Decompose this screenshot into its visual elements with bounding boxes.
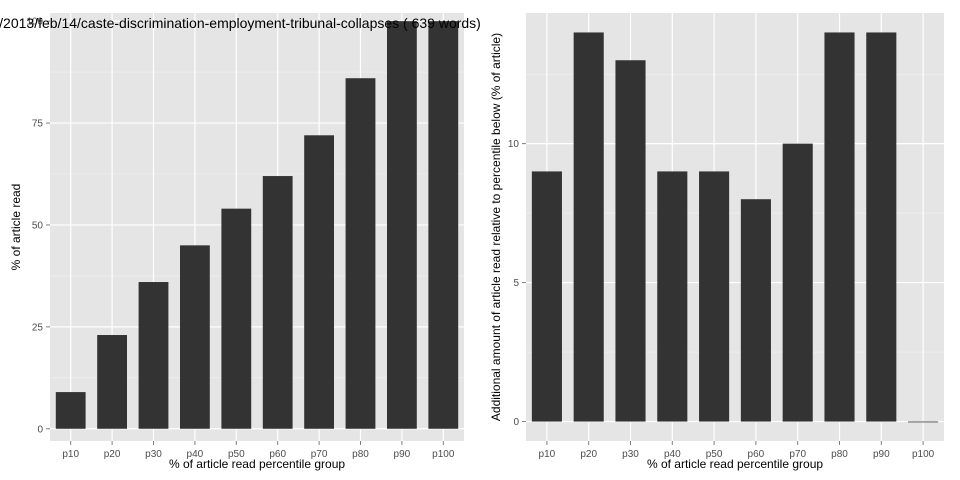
bar-p60 (262, 176, 293, 429)
y-tick-label: 0 (513, 417, 519, 428)
x-tick-label: p40 (187, 449, 204, 460)
bar-p80 (824, 32, 855, 422)
x-tick-label: p30 (145, 449, 162, 460)
x-tick-label: p10 (62, 449, 79, 460)
x-tick-label: p30 (622, 449, 639, 460)
x-tick-label: p60 (748, 449, 765, 460)
x-tick-label: p60 (269, 449, 286, 460)
right-y-axis-title: Additional amount of article read relati… (489, 33, 503, 421)
y-tick-label: 0 (37, 424, 43, 435)
x-tick-label: p90 (394, 449, 411, 460)
left-chart-title: /2013/feb/14/caste-discrimination-employ… (0, 15, 481, 31)
bar-p60 (740, 199, 771, 422)
bar-p70 (782, 143, 813, 422)
y-tick-label: 5 (513, 278, 519, 289)
bar-p50 (699, 171, 730, 422)
x-tick-label: p70 (789, 449, 806, 460)
x-tick-label: p90 (873, 449, 890, 460)
right-x-tick-labels: p10 p20 p30 p40 p50 p60 p70 p80 p90 p100 (539, 441, 935, 460)
bar-p90 (386, 21, 417, 429)
bar-p30 (138, 282, 169, 429)
left-x-tick-labels: p10 p20 p30 p40 p50 p60 p70 p80 p90 p100 (62, 441, 455, 460)
bar-p30 (615, 60, 646, 422)
left-x-axis-title: % of article read percentile group (169, 457, 345, 471)
bar-p20 (97, 335, 128, 429)
y-tick-label: 75 (32, 119, 44, 130)
x-tick-label: p40 (664, 449, 681, 460)
x-tick-label: p100 (432, 449, 455, 460)
bar-p10 (531, 171, 562, 422)
bar-p90 (866, 32, 897, 422)
y-tick-label: 10 (508, 139, 520, 150)
x-tick-label: p20 (580, 449, 597, 460)
x-tick-label: p50 (706, 449, 723, 460)
bar-p100 (428, 21, 459, 429)
bar-p40 (179, 245, 210, 429)
y-tick-label: 100 (26, 17, 43, 28)
left-y-tick-labels: 0 25 50 75 100 (26, 17, 50, 435)
bar-p10 (55, 392, 86, 429)
bar-p40 (657, 171, 688, 422)
x-tick-label: p20 (104, 449, 121, 460)
bar-p100 (908, 421, 939, 423)
left-bars (55, 21, 459, 429)
x-tick-label: p80 (352, 449, 369, 460)
x-tick-label: p70 (311, 449, 328, 460)
right-y-tick-labels: 0 5 10 (508, 139, 526, 428)
right-bars (531, 32, 939, 423)
bar-p70 (304, 135, 335, 429)
x-tick-label: p100 (912, 449, 935, 460)
x-tick-label: p80 (831, 449, 848, 460)
bar-p50 (221, 208, 252, 429)
x-tick-label: p10 (539, 449, 556, 460)
right-x-axis-title: % of article read percentile group (647, 457, 823, 471)
y-tick-label: 25 (32, 322, 44, 333)
bar-p80 (345, 78, 376, 429)
x-tick-label: p50 (228, 449, 245, 460)
bar-p20 (573, 32, 604, 422)
right-chart-panel: 0 5 10 p10 p20 p30 p40 p50 p60 p70 p80 p90 p100 % o… (489, 13, 944, 471)
left-y-axis-title: % of article read (9, 184, 23, 271)
y-tick-label: 50 (32, 220, 44, 231)
